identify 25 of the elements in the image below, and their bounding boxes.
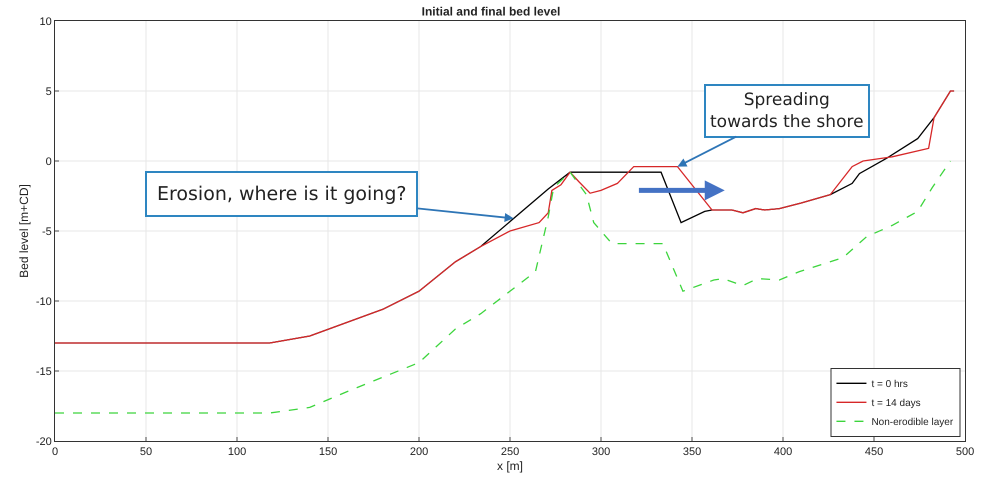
y-axis-title: Bed level [m+CD] bbox=[17, 184, 32, 278]
y-tick-label: -15 bbox=[36, 366, 52, 378]
x-tick-label: 350 bbox=[682, 446, 702, 458]
x-tick-label: 100 bbox=[228, 446, 246, 458]
x-tick-label: 300 bbox=[592, 446, 610, 458]
chart-title: Initial and final bed level bbox=[422, 4, 560, 19]
annotation: Erosion, where is it going? bbox=[157, 183, 406, 205]
annotation: Spreading towards the shore bbox=[710, 90, 864, 132]
x-axis-title: x [m] bbox=[497, 459, 523, 474]
x-tick-label: 400 bbox=[774, 446, 792, 458]
legend-label: t = 0 hrs bbox=[871, 379, 908, 390]
y-tick-label: 10 bbox=[40, 16, 52, 28]
x-tick-label: 150 bbox=[318, 446, 338, 458]
legend-label: Non-erodible layer bbox=[871, 417, 954, 428]
x-tick-label: 250 bbox=[500, 446, 520, 458]
y-tick-label: -5 bbox=[42, 226, 52, 238]
y-tick-label: 5 bbox=[46, 86, 52, 98]
x-tick-label: 450 bbox=[864, 446, 884, 458]
x-tick-label: 500 bbox=[956, 446, 974, 458]
legend-label: t = 14 days bbox=[871, 398, 921, 410]
y-tick-label: -10 bbox=[36, 296, 52, 308]
y-tick-label: -20 bbox=[36, 436, 52, 448]
x-tick-label: 200 bbox=[410, 446, 428, 458]
x-tick-label: 50 bbox=[140, 446, 152, 458]
y-tick-label: 0 bbox=[46, 156, 52, 168]
